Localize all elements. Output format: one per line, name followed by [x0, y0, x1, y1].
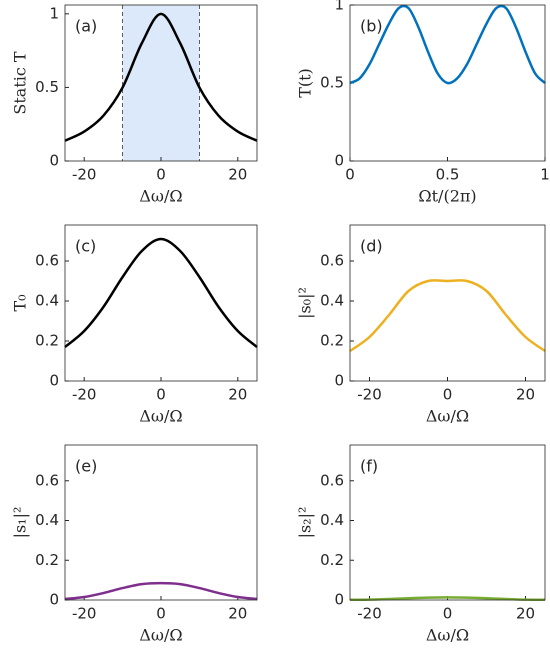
x-tick-label: 0: [443, 386, 453, 404]
y-tick-label: 0.2: [320, 551, 344, 569]
line: [349, 4, 546, 85]
x-tick-label: 20: [228, 166, 247, 184]
y-tick-label: 0.5: [320, 74, 344, 92]
y-axis-label: T(t): [296, 68, 315, 98]
panel-label: (c): [75, 237, 96, 256]
x-axis-label: Δω/Ω: [139, 187, 182, 206]
x-axis-label: Δω/Ω: [139, 626, 182, 645]
axes-frame: [64, 444, 258, 601]
axes-frame: [64, 4, 258, 162]
x-tick-label: 0: [156, 166, 166, 184]
x-tick-label: 20: [516, 386, 535, 404]
y-tick-label: 0.2: [35, 332, 59, 350]
y-tick-label: 0: [334, 591, 344, 609]
line: [64, 12, 258, 142]
x-tick-label: -20: [72, 166, 97, 184]
axes-frame: [349, 4, 546, 162]
line: [349, 596, 546, 602]
y-tick-label: 0: [334, 152, 344, 170]
x-axis-label: Ωt/(2π): [418, 187, 476, 206]
x-tick-label: 0: [156, 386, 166, 404]
x-tick-label: -20: [357, 605, 382, 623]
y-tick-label: 0.6: [35, 252, 59, 270]
y-axis-label: |s₁|²: [11, 507, 30, 539]
y-tick-label: 0: [334, 372, 344, 390]
panel-label: (e): [75, 457, 97, 476]
x-tick-label: 0: [156, 605, 166, 623]
y-axis-label: T₀: [11, 294, 30, 311]
y-tick-label: 0.5: [35, 78, 59, 96]
y-tick-label: 0.6: [320, 252, 344, 270]
shaded-region: [122, 5, 200, 161]
y-axis-label: |s₂|²: [296, 507, 315, 539]
x-tick-label: 20: [228, 386, 247, 404]
x-tick-label: 20: [228, 605, 247, 623]
line: [349, 279, 546, 353]
y-tick-label: 0.4: [35, 292, 59, 310]
x-tick-label: 0: [345, 166, 355, 184]
panel-label: (a): [75, 17, 97, 36]
y-tick-label: 0.4: [35, 511, 59, 529]
y-tick-label: 0.2: [320, 332, 344, 350]
line: [64, 581, 258, 601]
x-axis-label: Δω/Ω: [426, 407, 469, 426]
y-tick-label: 0.6: [35, 471, 59, 489]
x-axis-label: Δω/Ω: [426, 626, 469, 645]
x-axis-label: Δω/Ω: [139, 407, 182, 426]
y-tick-label: 0.2: [35, 551, 59, 569]
y-tick-label: 0.6: [320, 471, 344, 489]
axes-frame: [349, 444, 546, 601]
y-tick-label: 1: [334, 0, 344, 14]
y-axis-label: |s₀|²: [296, 287, 315, 319]
x-tick-label: -20: [72, 605, 97, 623]
x-tick-label: -20: [72, 386, 97, 404]
x-tick-label: 0: [443, 605, 453, 623]
x-tick-label: -20: [357, 386, 382, 404]
y-tick-label: 0.4: [320, 511, 344, 529]
y-axis-label: Static T: [11, 51, 30, 115]
axes-frame: [64, 224, 258, 382]
x-tick-label: 20: [516, 605, 535, 623]
line: [64, 237, 258, 348]
panel-label: (d): [360, 237, 383, 256]
y-tick-label: 0: [49, 372, 59, 390]
x-tick-label: 1: [540, 166, 550, 184]
y-tick-label: 0: [49, 152, 59, 170]
y-tick-label: 0: [49, 591, 59, 609]
panel-label: (f): [360, 457, 378, 476]
x-tick-label: 0.5: [436, 166, 460, 184]
panel-label: (b): [360, 17, 383, 36]
y-tick-label: 0.4: [320, 292, 344, 310]
y-tick-label: 1: [49, 4, 59, 22]
axes-frame: [349, 224, 546, 382]
